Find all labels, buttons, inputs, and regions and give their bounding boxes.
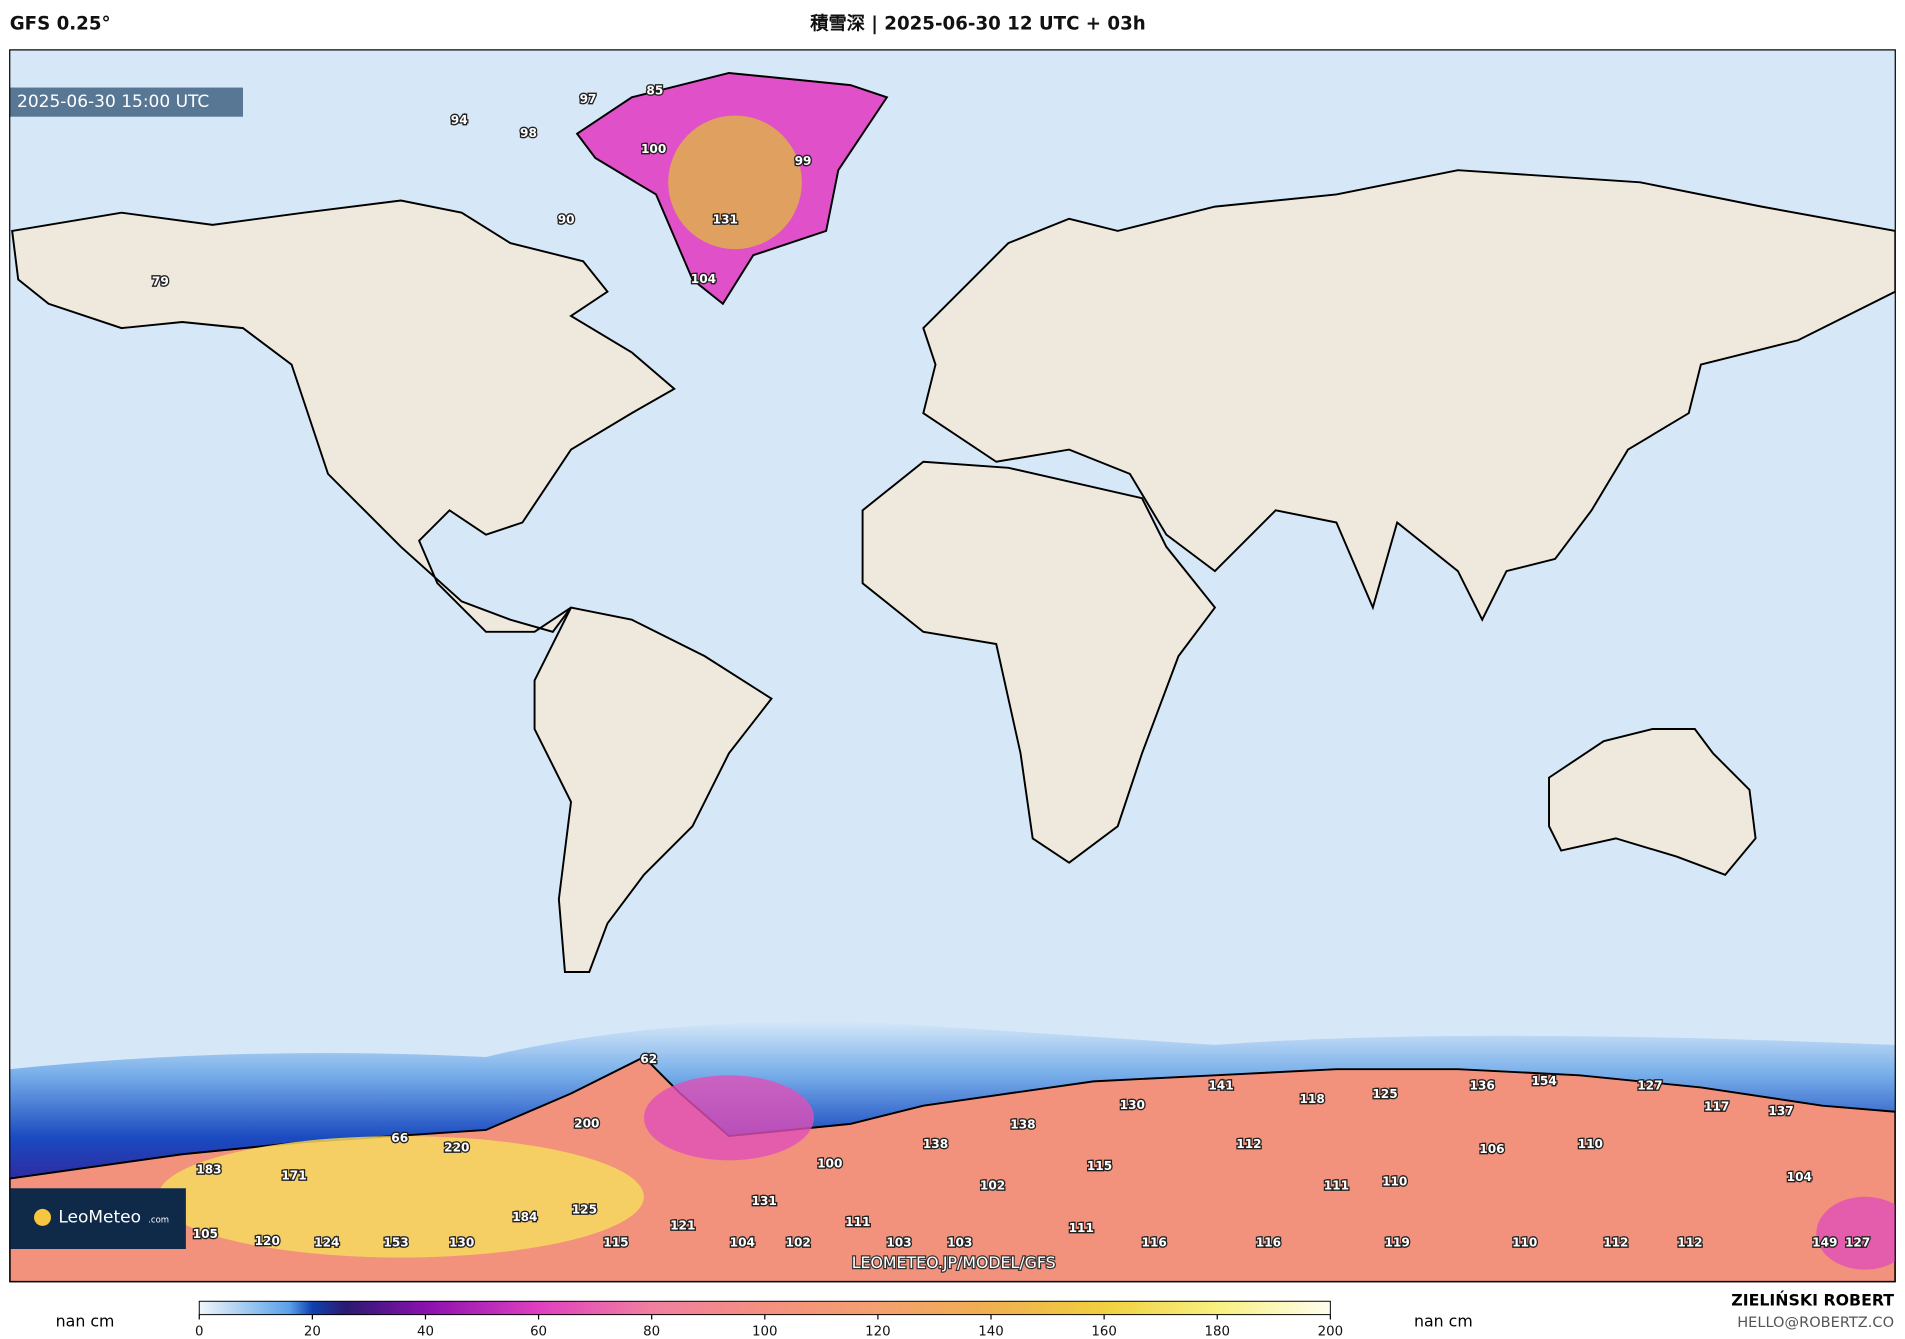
snow-label: 110 <box>1512 1235 1537 1249</box>
snow-label: 111 <box>1324 1178 1349 1192</box>
north-america <box>11 199 676 633</box>
map: 97 85 94 98 100 99 131 90 104 79 62 200 66 220 183 171 1… <box>9 49 1896 1282</box>
snow-label: 116 <box>1142 1235 1167 1249</box>
snow-label: 102 <box>980 1178 1005 1192</box>
snow-label: 220 <box>444 1141 469 1155</box>
snow-label: 103 <box>947 1235 972 1249</box>
snow-label: 90 <box>558 212 575 226</box>
snow-label: 98 <box>520 126 537 140</box>
snow-label: 118 <box>1299 1092 1324 1106</box>
logo-sun <box>34 1208 52 1226</box>
snow-label: 136 <box>1470 1079 1495 1093</box>
snow-label: 79 <box>152 274 169 288</box>
antarctica-pink <box>643 1075 814 1161</box>
colorbar <box>198 1300 1331 1316</box>
colorbar-tick-label: 20 <box>304 1325 321 1339</box>
colorbar-tick-label: 40 <box>417 1325 434 1339</box>
author: ZIELIŃSKI ROBERT <box>1731 1291 1894 1310</box>
snow-label: 154 <box>1532 1074 1557 1088</box>
snow-label: 183 <box>196 1163 221 1177</box>
snow-label: 117 <box>1704 1099 1729 1113</box>
snow-label: 116 <box>1256 1235 1281 1249</box>
map-title: 積雪深 | 2025-06-30 12 UTC + 03h <box>809 12 1145 34</box>
snow-label: 111 <box>845 1215 870 1229</box>
colorbar-tick-label: 100 <box>752 1325 778 1339</box>
unit-right: nan cm <box>1414 1311 1473 1330</box>
snow-label: 115 <box>603 1235 628 1249</box>
snow-label: 130 <box>1120 1098 1145 1112</box>
valid-time: 2025-06-30 15:00 UTC <box>17 92 209 112</box>
snow-label: 120 <box>255 1234 280 1248</box>
logo-suffix: .com <box>148 1215 169 1225</box>
snow-label: 153 <box>383 1235 408 1249</box>
snow-label: 119 <box>1385 1235 1410 1249</box>
snow-label: 131 <box>752 1194 777 1208</box>
colorbar-tick-label: 80 <box>643 1325 660 1339</box>
snow-label: 138 <box>923 1137 948 1151</box>
snow-label: 115 <box>1087 1159 1112 1173</box>
snow-label: 99 <box>795 154 812 168</box>
colorbar-tick-label: 140 <box>978 1325 1004 1339</box>
snow-label: 125 <box>1372 1087 1397 1101</box>
africa <box>861 460 1217 864</box>
colorbar-tick-label: 160 <box>1091 1325 1117 1339</box>
snow-label: 104 <box>1787 1170 1812 1184</box>
snow-label: 138 <box>1010 1118 1035 1132</box>
antarctica-deep-snow <box>157 1136 644 1258</box>
unit-left: nan cm <box>56 1311 115 1330</box>
snow-label: 131 <box>713 212 738 226</box>
watermark: LEOMETEO.JP/MODEL/GFS <box>852 1253 1056 1272</box>
snow-label: 127 <box>1845 1235 1870 1249</box>
snow-label: 111 <box>1069 1221 1094 1235</box>
snow-label: 106 <box>1479 1142 1504 1156</box>
snow-label: 100 <box>817 1156 842 1170</box>
snow-label: 137 <box>1768 1104 1793 1118</box>
snow-label: 124 <box>314 1235 339 1249</box>
colorbar-tick-label: 0 <box>195 1325 203 1339</box>
snow-label: 85 <box>646 84 663 98</box>
snow-label: 184 <box>512 1210 537 1224</box>
logo: LeoMeteo <box>58 1207 141 1227</box>
snow-label: 125 <box>572 1203 597 1217</box>
colorbar-tick-label: 60 <box>530 1325 547 1339</box>
snow-label: 149 <box>1812 1235 1837 1249</box>
snow-label: 110 <box>1578 1137 1603 1151</box>
snow-label: 104 <box>730 1235 755 1249</box>
snow-label: 66 <box>391 1131 408 1145</box>
model-name: GFS 0.25° <box>10 13 111 34</box>
snow-label: 121 <box>670 1218 695 1232</box>
snow-label: 100 <box>641 142 666 156</box>
snow-labels: 97 85 94 98 100 99 131 90 104 79 62 200 66 220 183 171 1… <box>151 82 1872 1250</box>
snow-label: 171 <box>281 1169 306 1183</box>
map-frame <box>9 49 1896 1283</box>
snow-label: 103 <box>886 1235 911 1249</box>
snow-label: 97 <box>580 92 597 106</box>
snow-label: 112 <box>1236 1137 1261 1151</box>
snow-label: 105 <box>193 1227 218 1241</box>
snow-label: 112 <box>1677 1235 1702 1249</box>
time-box <box>9 87 243 117</box>
snow-label: 130 <box>449 1235 474 1249</box>
snow-label: 200 <box>574 1116 599 1130</box>
colorbar-tick-label: 200 <box>1318 1325 1344 1339</box>
snow-label: 102 <box>786 1235 811 1249</box>
snow-label: 112 <box>1603 1235 1628 1249</box>
colorbar-tick-label: 120 <box>865 1325 891 1339</box>
antarctica-pink <box>1816 1196 1896 1270</box>
snow-label: 141 <box>1208 1079 1233 1093</box>
australia <box>1548 728 1757 876</box>
email: HELLO@ROBERTZ.CO <box>1737 1314 1894 1331</box>
snow-label: 94 <box>451 113 468 127</box>
colorbar-tick-label: 180 <box>1204 1325 1230 1339</box>
snow-label: 127 <box>1637 1079 1662 1093</box>
colorbar-ticks: 0 20 40 60 80 100 120 140 160 180 200 <box>195 1314 1344 1339</box>
snow-label: 104 <box>691 272 716 286</box>
south-america <box>533 606 773 973</box>
eurasia <box>922 169 1896 622</box>
greenland-core <box>668 115 802 250</box>
snow-label: 110 <box>1382 1175 1407 1189</box>
snow-label: 62 <box>640 1052 657 1066</box>
